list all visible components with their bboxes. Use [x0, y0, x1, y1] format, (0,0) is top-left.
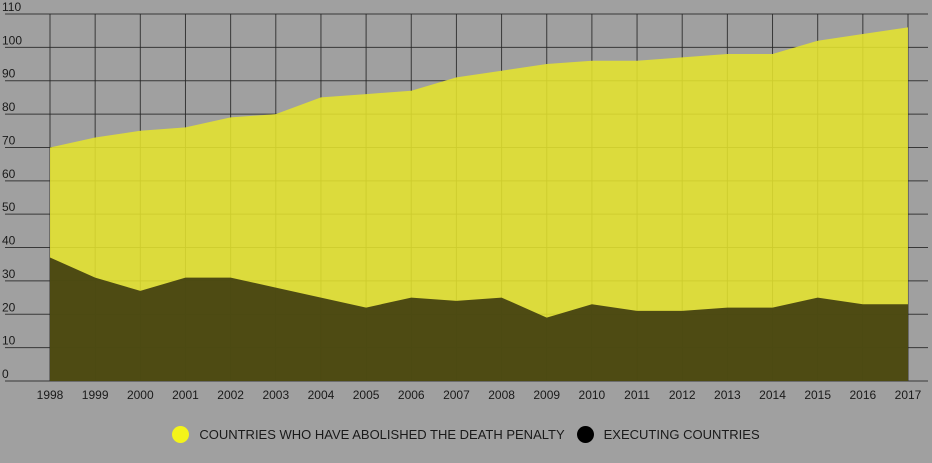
x-tick-label-2008: 2008: [488, 388, 515, 402]
point-executing-1998[interactable]: [49, 256, 52, 259]
y-tick-label-10: 10: [2, 334, 16, 348]
x-tick-label-1998: 1998: [37, 388, 64, 402]
point-abolished-2007[interactable]: [455, 76, 458, 79]
x-tick-label-2004: 2004: [308, 388, 335, 402]
point-abolished-1998[interactable]: [49, 146, 52, 149]
x-tick-label-2007: 2007: [443, 388, 470, 402]
x-tick-label-2009: 2009: [533, 388, 560, 402]
point-executing-2000[interactable]: [139, 289, 142, 292]
point-abolished-2001[interactable]: [184, 126, 187, 129]
y-tick-label-110: 110: [2, 0, 21, 14]
legend-item-executing[interactable]: EXECUTING COUNTRIES: [576, 425, 760, 443]
x-tick-label-2014: 2014: [759, 388, 786, 402]
point-abolished-2012[interactable]: [681, 56, 684, 59]
point-executing-2012[interactable]: [681, 309, 684, 312]
point-abolished-2009[interactable]: [545, 63, 548, 66]
point-abolished-2016[interactable]: [861, 33, 864, 36]
legend-label-abolished: COUNTRIES WHO HAVE ABOLISHED THE DEATH P…: [199, 426, 565, 442]
point-executing-2014[interactable]: [771, 306, 774, 309]
x-tick-labels: 1998 1999 2000 2001 2002 2003 2004 2005 2006 2007…: [37, 388, 922, 402]
point-executing-2001[interactable]: [184, 276, 187, 279]
point-executing-2016[interactable]: [861, 303, 864, 306]
x-tick-label-2005: 2005: [353, 388, 380, 402]
point-abolished-2014[interactable]: [771, 53, 774, 56]
x-tick-label-2017: 2017: [895, 388, 922, 402]
y-tick-labels: 0 10 20 30 40 50 60 70 80 90 100 110: [2, 0, 22, 381]
point-executing-2002[interactable]: [229, 276, 232, 279]
y-tick-label-40: 40: [2, 234, 16, 248]
point-abolished-2003[interactable]: [274, 113, 277, 116]
point-executing-2005[interactable]: [365, 306, 368, 309]
x-tick-label-2002: 2002: [217, 388, 244, 402]
point-abolished-1999[interactable]: [94, 136, 97, 139]
point-executing-2006[interactable]: [410, 296, 413, 299]
point-executing-2004[interactable]: [319, 296, 322, 299]
point-executing-1999[interactable]: [94, 276, 97, 279]
x-tick-label-2011: 2011: [624, 388, 650, 402]
area-executing[interactable]: [50, 257, 908, 381]
point-abolished-2017[interactable]: [907, 26, 910, 29]
point-abolished-2006[interactable]: [410, 89, 413, 92]
legend-item-abolished[interactable]: COUNTRIES WHO HAVE ABOLISHED THE DEATH P…: [172, 425, 565, 443]
point-abolished-2004[interactable]: [319, 96, 322, 99]
y-tick-label-0: 0: [2, 367, 9, 381]
point-abolished-2015[interactable]: [816, 39, 819, 42]
point-executing-2015[interactable]: [816, 296, 819, 299]
legend-label-executing: EXECUTING COUNTRIES: [603, 426, 760, 442]
point-abolished-2005[interactable]: [365, 93, 368, 96]
point-abolished-2000[interactable]: [139, 129, 142, 132]
legend-marker-abolished: [172, 425, 190, 443]
area-layer: [49, 26, 910, 381]
y-tick-label-100: 100: [2, 33, 22, 47]
legend-marker-executing: [576, 425, 594, 443]
point-abolished-2002[interactable]: [229, 116, 232, 119]
x-tick-label-2015: 2015: [804, 388, 831, 402]
x-tick-label-1999: 1999: [82, 388, 109, 402]
x-tick-label-2016: 2016: [849, 388, 876, 402]
point-executing-2008[interactable]: [500, 296, 503, 299]
x-tick-label-2001: 2001: [172, 388, 199, 402]
x-tick-label-2012: 2012: [669, 388, 696, 402]
legend: COUNTRIES WHO HAVE ABOLISHED THE DEATH P…: [0, 420, 932, 448]
y-tick-label-50: 50: [2, 200, 16, 214]
y-tick-label-80: 80: [2, 100, 16, 114]
point-executing-2007[interactable]: [455, 299, 458, 302]
point-executing-2009[interactable]: [545, 316, 548, 319]
x-tick-label-2006: 2006: [398, 388, 425, 402]
point-abolished-2013[interactable]: [726, 53, 729, 56]
point-executing-2011[interactable]: [636, 309, 639, 312]
y-tick-label-90: 90: [2, 67, 16, 81]
point-executing-2003[interactable]: [274, 286, 277, 289]
y-tick-label-20: 20: [2, 300, 16, 314]
point-abolished-2010[interactable]: [590, 59, 593, 62]
x-tick-label-2010: 2010: [579, 388, 606, 402]
x-tick-label-2003: 2003: [262, 388, 289, 402]
y-tick-label-70: 70: [2, 133, 16, 147]
point-executing-2017[interactable]: [907, 303, 910, 306]
point-abolished-2008[interactable]: [500, 69, 503, 72]
y-tick-label-60: 60: [2, 167, 16, 181]
x-tick-label-2000: 2000: [127, 388, 154, 402]
point-abolished-2011[interactable]: [636, 59, 639, 62]
point-executing-2013[interactable]: [726, 306, 729, 309]
point-executing-2010[interactable]: [590, 303, 593, 306]
y-tick-label-30: 30: [2, 267, 16, 281]
x-tick-label-2013: 2013: [714, 388, 741, 402]
